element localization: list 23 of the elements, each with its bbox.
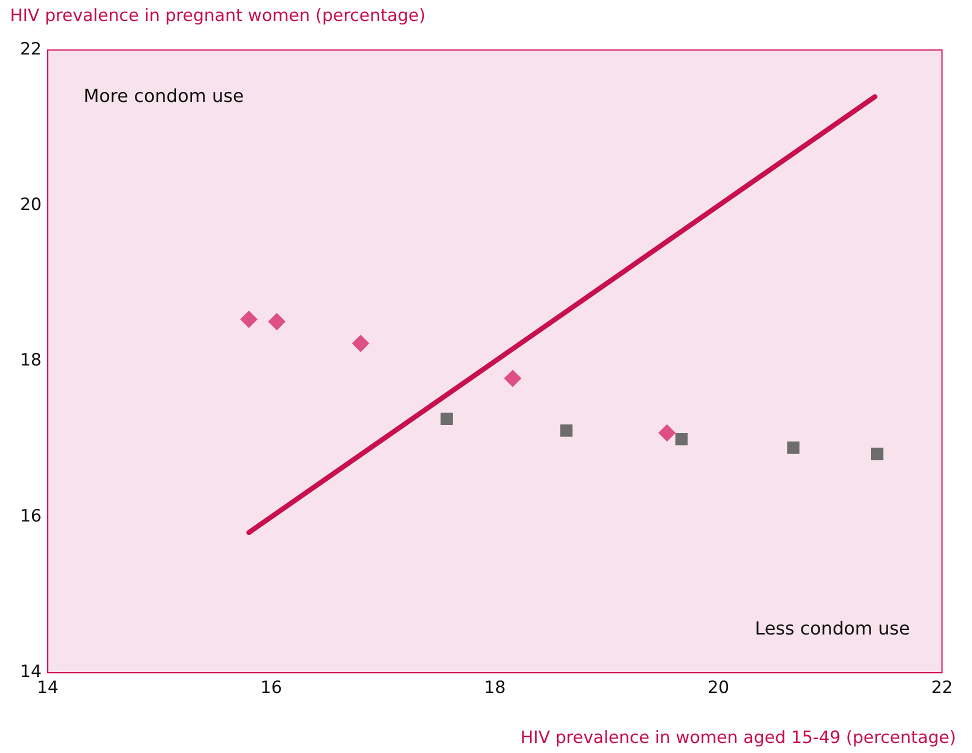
- point: [658, 424, 676, 442]
- point: [560, 424, 573, 437]
- annotation: More condom use: [84, 86, 244, 107]
- y-tick-label: 20: [20, 195, 42, 216]
- y-tick-label: 18: [20, 350, 42, 371]
- x-axis-title: HIV prevalence in women aged 15-49 (percentage): [520, 728, 956, 748]
- point: [675, 432, 688, 446]
- point: [352, 334, 370, 352]
- point: [504, 370, 522, 387]
- y-tick-label: 22: [20, 39, 42, 60]
- annotation: Less condom use: [754, 618, 910, 640]
- x-tick-label: 22: [931, 678, 953, 698]
- y-tick-label: 16: [20, 506, 42, 526]
- x-tick-label: 18: [484, 678, 506, 698]
- x-tick-label: 20: [708, 678, 730, 698]
- point: [268, 313, 286, 330]
- point: [240, 310, 258, 328]
- point: [787, 442, 800, 454]
- point: [871, 448, 884, 460]
- x-tick-label: 14: [36, 678, 58, 698]
- x-tick-label: 16: [260, 678, 282, 698]
- point: [440, 412, 453, 426]
- y-axis-title: HIV prevalence in pregnant women (percentage): [10, 6, 426, 26]
